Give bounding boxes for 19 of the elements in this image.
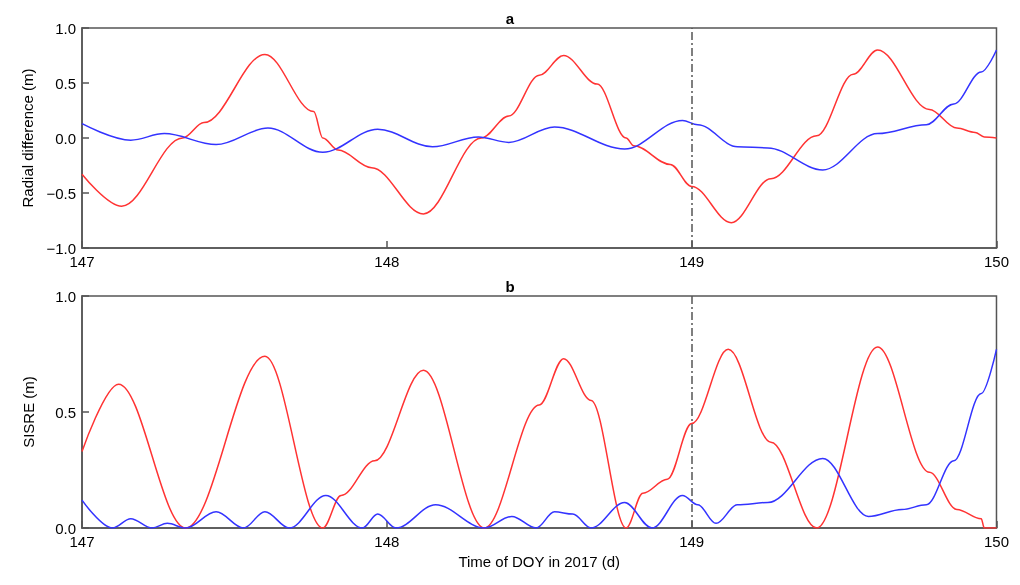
- line-series: [81, 49, 998, 171]
- y-tick-label: 1.0: [55, 19, 76, 37]
- x-tick-label: 148: [374, 253, 400, 270]
- x-tick-label: 149: [679, 533, 705, 550]
- x-tick-label: 150: [983, 533, 1009, 550]
- y-axis-title: Radial difference (m): [19, 68, 37, 208]
- x-tick-label: 150: [983, 253, 1009, 270]
- line-series: [81, 49, 998, 224]
- x-axis-title: Time of DOY in 2017 (d): [458, 553, 621, 570]
- y-tick-label: 1.0: [55, 287, 76, 305]
- y-axis-title: SISRE (m): [20, 376, 37, 448]
- y-tick-label: 0.5: [55, 74, 76, 92]
- chart-title: b: [505, 278, 515, 295]
- y-tick-label: −0.5: [46, 184, 76, 202]
- y-tick-label: 0.0: [55, 129, 76, 147]
- chart-title: a: [505, 10, 515, 27]
- x-tick-label: 148: [374, 533, 400, 550]
- y-tick-label: 0.5: [55, 403, 76, 421]
- x-tick-label: 149: [679, 253, 705, 270]
